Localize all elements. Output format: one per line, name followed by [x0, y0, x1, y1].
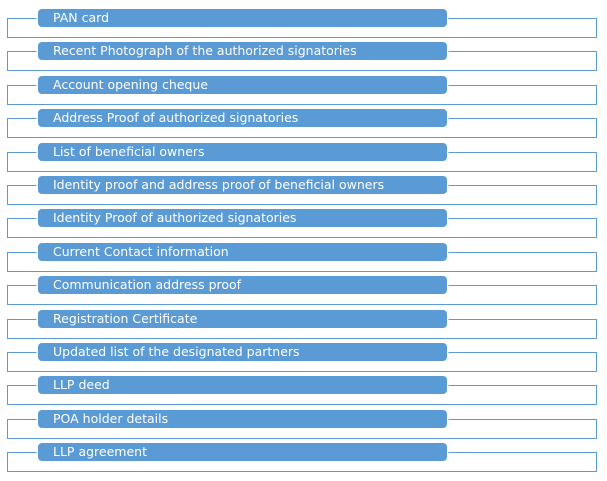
- list-item: POA holder details: [0, 408, 607, 441]
- item-label-bar: [37, 141, 448, 162]
- item-label-bar: [37, 241, 448, 262]
- item-label-bar: [37, 74, 448, 95]
- item-label: Address Proof of authorized signatories: [53, 110, 299, 126]
- list-item: Address Proof of authorized signatories: [0, 108, 607, 140]
- item-label: Identity Proof of authorized signatories: [53, 210, 297, 226]
- list-item: Registration Certificate: [0, 308, 607, 341]
- item-label: LLP agreement: [53, 444, 147, 460]
- item-label-bar: [37, 208, 448, 229]
- list-item: Identity proof and address proof of bene…: [0, 175, 607, 207]
- item-label: List of beneficial owners: [53, 143, 205, 159]
- item-label: Communication address proof: [53, 277, 242, 293]
- list-item: Account opening cheque: [0, 74, 607, 107]
- item-label-bar: [37, 8, 448, 28]
- list-item: Updated list of the designated partners: [0, 342, 607, 374]
- item-label-bar: [37, 408, 448, 429]
- item-label: Updated list of the designated partners: [53, 344, 300, 359]
- item-label-bar: [37, 442, 448, 463]
- item-label: POA holder details: [53, 410, 169, 426]
- list-item: LLP agreement: [0, 442, 607, 474]
- item-label: Current Contact information: [53, 243, 229, 259]
- item-label: PAN card: [53, 10, 109, 25]
- list-item: Communication address proof: [0, 275, 607, 307]
- list-item: Current Contact information: [0, 241, 607, 274]
- list-item: List of beneficial owners: [0, 141, 607, 174]
- item-label: LLP deed: [53, 377, 110, 393]
- item-label-bar: [37, 375, 448, 396]
- item-label-bar: [37, 275, 448, 296]
- item-label-bar: [37, 308, 448, 329]
- item-label-bar: [37, 342, 448, 362]
- item-label: Account opening cheque: [53, 76, 208, 92]
- item-label-bar: [37, 41, 448, 62]
- list-item: Identity Proof of authorized signatories: [0, 208, 607, 240]
- list-item: LLP deed: [0, 375, 607, 407]
- item-label: Identity proof and address proof of bene…: [53, 177, 385, 192]
- item-label: Registration Certificate: [53, 310, 198, 326]
- list-item: PAN card: [0, 8, 607, 40]
- list-item: Recent Photograph of the authorized sign…: [0, 41, 607, 73]
- item-label: Recent Photograph of the authorized sign…: [53, 43, 357, 59]
- item-label-bar: [37, 108, 448, 129]
- item-label-bar: [37, 175, 448, 195]
